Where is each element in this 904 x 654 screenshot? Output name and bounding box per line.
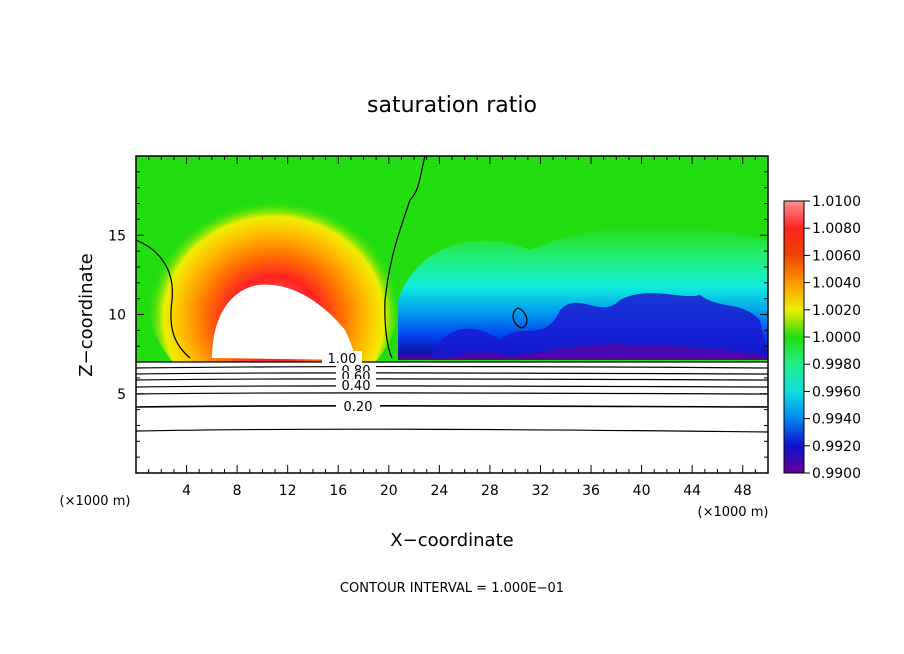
colorbar-label: 0.9940 — [812, 412, 861, 428]
x-tick-label: 32 — [532, 483, 550, 499]
x-tick-label: 44 — [683, 483, 701, 499]
x-unit-label: (×1000 m) — [60, 494, 131, 509]
colorbar-label: 0.9900 — [812, 466, 861, 482]
purple-fringe — [450, 344, 768, 360]
contour-label: 0.20 — [344, 400, 373, 415]
bubble-core — [212, 284, 356, 360]
lower-field — [136, 362, 768, 473]
x-tick-label: 24 — [430, 483, 448, 499]
contour-line — [512, 307, 528, 329]
colorbar-label: 1.0040 — [812, 276, 861, 292]
y-axis-label: Z−coordinate — [76, 253, 97, 376]
colorbar: 1.0100 1.0080 1.0060 1.0040 1.0020 1.0000 0.99… — [783, 194, 861, 482]
x-tick-label: 36 — [582, 483, 600, 499]
x-tick-label: 28 — [481, 483, 499, 499]
contour-line — [136, 372, 768, 375]
x-tick-label: 16 — [329, 483, 347, 499]
colorbar-label: 0.9980 — [812, 357, 861, 373]
colorbar-label: 1.0060 — [812, 248, 861, 264]
contour-line — [136, 378, 768, 381]
x-tick-label: 8 — [233, 483, 242, 499]
chart-title: saturation ratio — [367, 93, 537, 118]
deep-blue-region — [430, 293, 768, 358]
contour-labels: 1.00 0.80 0.60 0.40 0.20 — [322, 351, 380, 415]
colorbar-gradient — [783, 200, 805, 474]
x-axis-label: X−coordinate — [390, 530, 513, 551]
x-tick-label: 40 — [633, 483, 651, 499]
contour-line — [136, 239, 191, 359]
colorbar-label: 1.0000 — [812, 330, 861, 346]
colorbar-label: 1.0100 — [812, 194, 861, 210]
colorbar-label: 0.9960 — [812, 384, 861, 400]
x-tick-label: 48 — [734, 483, 752, 499]
y-tick-label: 5 — [117, 387, 126, 403]
y-axis-ticks: 5 10 15 — [108, 171, 768, 458]
y-tick-label: 10 — [108, 308, 126, 324]
colorbar-label: 1.0080 — [812, 221, 861, 237]
contour-label: 1.00 — [328, 352, 357, 367]
colorbar-ticks: 1.0100 1.0080 1.0060 1.0040 1.0020 1.0000 0.99… — [804, 194, 861, 482]
x-axis-ticks: 4 8 12 16 20 24 28 32 36 40 44 48 — [148, 156, 756, 499]
colorbar-label: 0.9920 — [812, 439, 861, 455]
plot-area — [136, 156, 768, 473]
contour-line — [136, 385, 768, 388]
contour-line — [136, 365, 768, 369]
contour-line — [384, 156, 426, 359]
x-unit-label-right: (×1000 m) — [698, 505, 769, 520]
contour-lines — [136, 156, 768, 433]
contour-label: 0.40 — [342, 379, 371, 394]
x-tick-label: 20 — [380, 483, 398, 499]
contour-interval: CONTOUR INTERVAL = 1.000E−01 — [340, 581, 564, 596]
contour-line — [136, 405, 768, 408]
colorbar-label: 1.0020 — [812, 303, 861, 319]
x-tick-label: 4 — [182, 483, 191, 499]
x-tick-label: 12 — [279, 483, 297, 499]
y-tick-label: 15 — [108, 228, 126, 244]
contour-line — [136, 428, 768, 433]
contour-line — [136, 392, 768, 395]
